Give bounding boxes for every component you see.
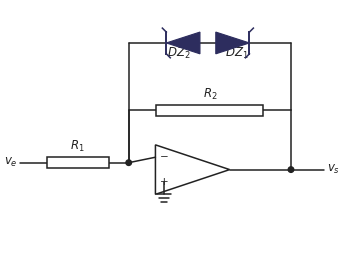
Text: +: + bbox=[160, 177, 169, 187]
Polygon shape bbox=[216, 32, 249, 54]
Text: $R_2$: $R_2$ bbox=[203, 87, 217, 102]
Text: $DZ_1$: $DZ_1$ bbox=[225, 46, 248, 61]
Text: $v_e$: $v_e$ bbox=[4, 156, 18, 169]
Text: $R_1$: $R_1$ bbox=[70, 139, 85, 154]
Polygon shape bbox=[166, 32, 200, 54]
Bar bbox=[156, 105, 263, 116]
Text: −: − bbox=[160, 152, 169, 162]
Text: $DZ_2$: $DZ_2$ bbox=[167, 46, 191, 61]
Bar bbox=[46, 157, 109, 168]
Text: $v_s$: $v_s$ bbox=[327, 163, 340, 176]
Circle shape bbox=[288, 167, 294, 172]
Circle shape bbox=[126, 160, 132, 166]
